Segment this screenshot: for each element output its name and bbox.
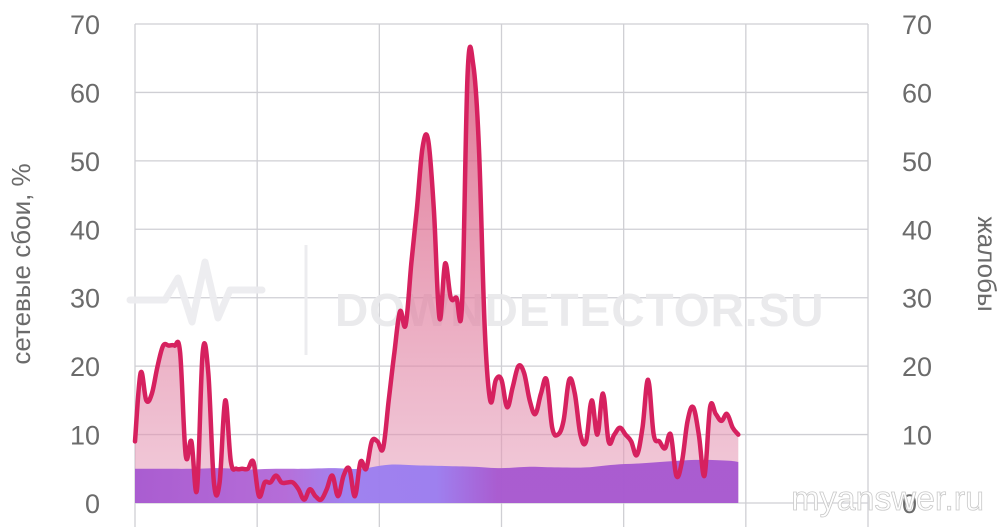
right-tick-label: 20 [902, 352, 932, 382]
left-tick-label: 70 [70, 10, 100, 40]
left-tick-label: 10 [70, 421, 100, 451]
left-tick-label: 50 [70, 147, 100, 177]
right-tick-label: 10 [902, 421, 932, 451]
left-tick-label: 60 [70, 78, 100, 108]
complaints-line [132, 44, 741, 503]
site-watermark: myanswer.ru [791, 480, 984, 518]
right-tick-label: 40 [902, 215, 932, 245]
baseline-area [135, 459, 739, 503]
left-tick-label: 40 [70, 215, 100, 245]
right-tick-label: 70 [902, 10, 932, 40]
series-lines [132, 44, 741, 503]
right-axis-title: жалобы [972, 216, 1000, 311]
left-axis-ticks: 0 10 20 30 40 50 60 70 [70, 10, 100, 519]
pulse-icon [126, 258, 266, 326]
left-tick-label: 20 [70, 352, 100, 382]
left-axis-title: сетевые сбои, % [6, 163, 36, 364]
left-tick-label: 30 [70, 284, 100, 314]
right-tick-label: 30 [902, 284, 932, 314]
right-tick-label: 0 [902, 489, 917, 519]
left-tick-label: 0 [85, 489, 100, 519]
right-tick-label: 50 [902, 147, 932, 177]
right-tick-label: 60 [902, 78, 932, 108]
right-axis-ticks: 0 10 20 30 40 50 60 70 [902, 10, 932, 519]
